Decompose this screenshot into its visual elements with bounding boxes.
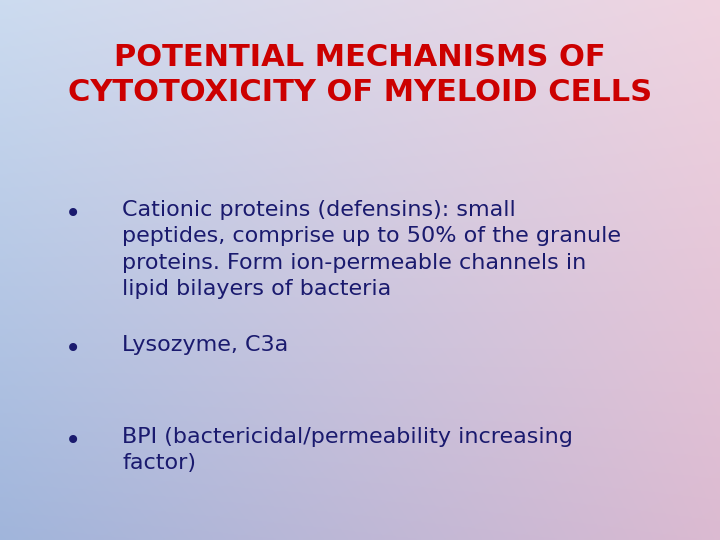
Text: BPI (bactericidal/permeability increasing
factor): BPI (bactericidal/permeability increasin…	[122, 427, 573, 473]
Text: Cationic proteins (defensins): small
peptides, comprise up to 50% of the granule: Cationic proteins (defensins): small pep…	[122, 200, 621, 299]
Text: •: •	[65, 427, 81, 455]
Text: Lysozyme, C3a: Lysozyme, C3a	[122, 335, 289, 355]
Text: •: •	[65, 200, 81, 228]
Text: POTENTIAL MECHANISMS OF
CYTOTOXICITY OF MYELOID CELLS: POTENTIAL MECHANISMS OF CYTOTOXICITY OF …	[68, 43, 652, 107]
Text: •: •	[65, 335, 81, 363]
